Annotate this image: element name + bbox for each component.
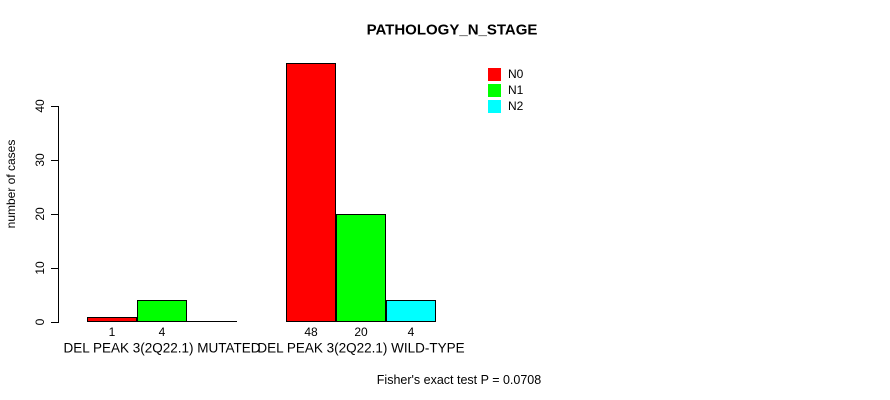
y-tick-label: 20 <box>33 207 47 221</box>
legend-swatch-n0 <box>488 67 501 81</box>
bar-n1-group2 <box>336 214 386 322</box>
legend-item-n0: N0 <box>488 66 523 82</box>
legend-label: N1 <box>508 83 524 97</box>
bar-n1-group1 <box>137 300 187 322</box>
bar-value-label: 1 <box>108 325 116 339</box>
bar-value-label: 4 <box>407 325 415 339</box>
y-tick-label: 40 <box>33 99 47 113</box>
annotation-text: Fisher's exact test P = 0.0708 <box>376 373 542 387</box>
legend-label: N2 <box>508 99 524 113</box>
bar-value-label: 48 <box>304 325 318 339</box>
bar-n2-group2 <box>386 300 436 322</box>
y-tick <box>51 106 58 107</box>
y-tick-label: 10 <box>33 261 47 275</box>
bar-n0-group2 <box>286 62 336 322</box>
y-axis-line <box>58 106 59 323</box>
bar-n2-group1-zero <box>187 321 237 322</box>
legend-swatch-n1 <box>488 83 501 97</box>
legend-item-n1: N1 <box>488 82 523 98</box>
y-tick <box>51 322 58 323</box>
y-tick <box>51 214 58 215</box>
bar-value-label: 4 <box>158 325 166 339</box>
bar-n0-group1 <box>87 316 137 322</box>
y-tick-label: 0 <box>33 318 47 326</box>
bar-value-label: 20 <box>354 325 368 339</box>
x-category-label: DEL PEAK 3(2Q22.1) MUTATED <box>63 340 261 356</box>
legend-label: N0 <box>508 67 524 81</box>
x-category-label: DEL PEAK 3(2Q22.1) WILD-TYPE <box>257 340 465 356</box>
legend-swatch-n2 <box>488 99 501 113</box>
legend-item-n2: N2 <box>488 98 523 114</box>
y-axis-label: number of cases <box>4 139 18 229</box>
legend: N0 N1 N2 <box>488 66 523 114</box>
y-tick <box>51 160 58 161</box>
chart-title: PATHOLOGY_N_STAGE <box>366 21 538 39</box>
y-tick-label: 30 <box>33 153 47 167</box>
y-tick <box>51 268 58 269</box>
